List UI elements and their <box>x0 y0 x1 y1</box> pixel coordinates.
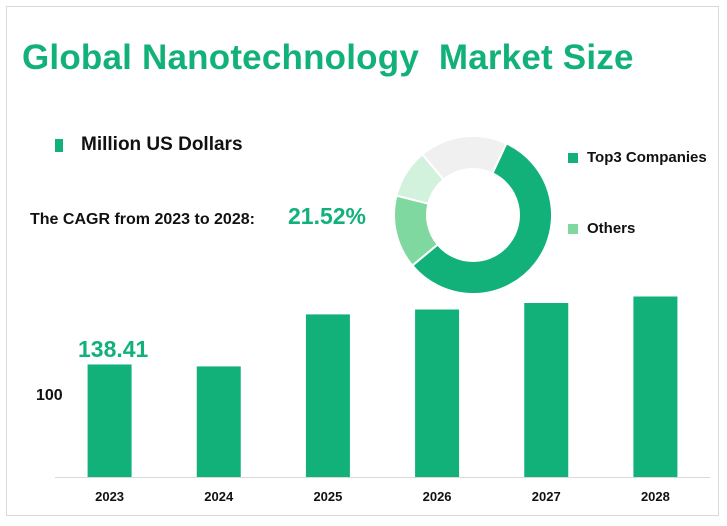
bar-2027 <box>524 303 569 477</box>
donut-slice-0 <box>410 142 553 295</box>
bar-2024 <box>196 366 241 477</box>
legend-item-others: Others <box>568 220 635 237</box>
cagr-label: The CAGR from 2023 to 2028: <box>30 211 255 228</box>
x-tick-label-2027: 2027 <box>532 489 561 504</box>
legend-label-others: Others <box>587 220 636 237</box>
y-tick-label: 100 <box>36 387 63 404</box>
x-tick-label-2028: 2028 <box>641 489 670 504</box>
bar-2026 <box>415 309 460 477</box>
chart-frame <box>6 6 719 516</box>
legend-swatch-others <box>568 223 578 234</box>
legend-label-top3: Top3 Companies <box>587 149 707 166</box>
x-tick-label-2024: 2024 <box>204 489 234 504</box>
donut-slice-3 <box>421 135 508 182</box>
bar-2025 <box>305 314 350 477</box>
bar-2023 <box>87 364 132 477</box>
x-tick-label-2023: 2023 <box>95 489 124 504</box>
unit-marker <box>55 138 63 152</box>
bar-2028 <box>633 296 678 477</box>
x-tick-label-2026: 2026 <box>423 489 452 504</box>
bar-data-label-2023: 138.41 <box>78 336 149 362</box>
unit-legend: Million US Dollars <box>55 134 243 156</box>
x-tick-label-2025: 2025 <box>313 489 342 504</box>
unit-label: Million US Dollars <box>81 134 243 155</box>
legend-item-top3: Top3 Companies <box>568 149 707 166</box>
cagr-value: 21.52% <box>288 203 367 229</box>
chart-title: Global Nanotechnology Market Size <box>22 38 634 77</box>
legend-swatch-top3 <box>568 152 578 163</box>
